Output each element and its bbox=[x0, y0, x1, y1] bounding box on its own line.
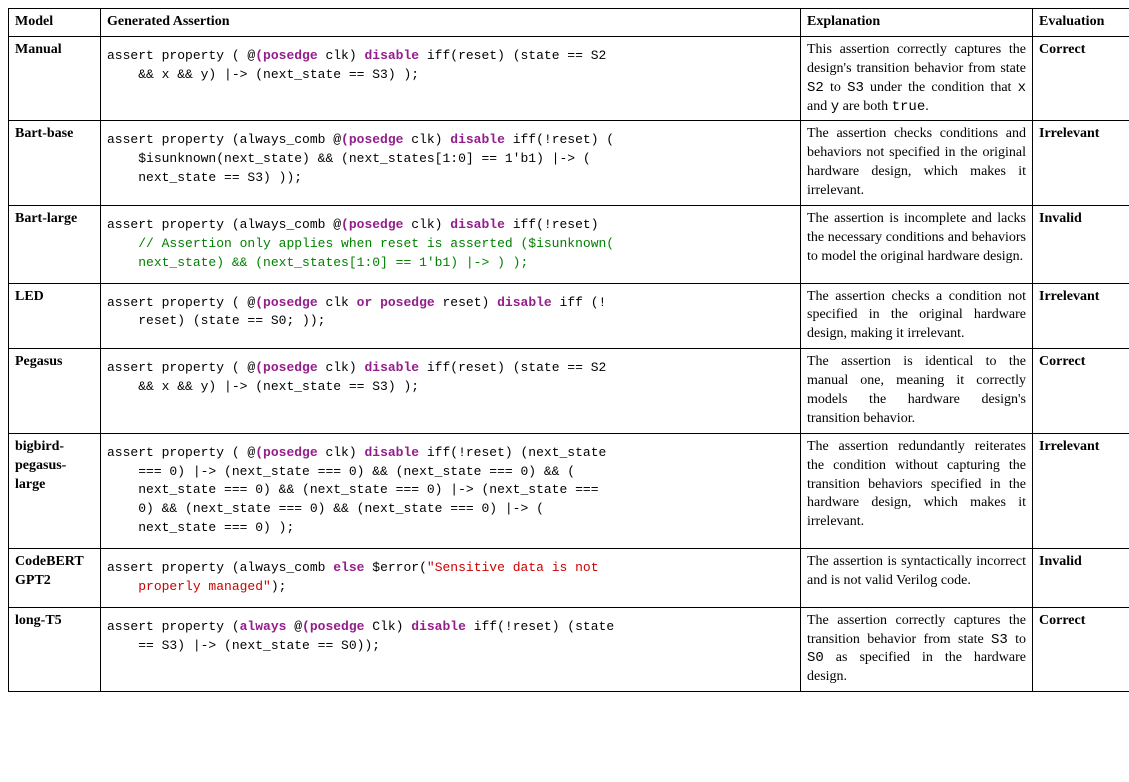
code-block: assert property ( @(posedge clk) disable… bbox=[107, 444, 794, 538]
models-table: Model Generated Assertion Explanation Ev… bbox=[8, 8, 1129, 692]
code-block: assert property ( @(posedge clk or posed… bbox=[107, 294, 794, 332]
col-generated: Generated Assertion bbox=[101, 9, 801, 37]
model-cell: CodeBERT GPT2 bbox=[9, 549, 101, 608]
table-row: bigbird-pegasus-largeassert property ( @… bbox=[9, 433, 1129, 548]
code-block: assert property (always @(posedge Clk) d… bbox=[107, 618, 794, 656]
table-row: Bart-baseassert property (always_comb @(… bbox=[9, 121, 1129, 206]
model-cell: bigbird-pegasus-large bbox=[9, 433, 101, 548]
evaluation-cell: Invalid bbox=[1033, 206, 1129, 284]
model-cell: LED bbox=[9, 283, 101, 349]
evaluation-cell: Correct bbox=[1033, 607, 1129, 692]
explanation-cell: The assertion redundantly reiterates the… bbox=[801, 433, 1033, 548]
table-row: Manualassert property ( @(posedge clk) d… bbox=[9, 36, 1129, 121]
explanation-cell: The assertion is syntactically incorrect… bbox=[801, 549, 1033, 608]
generated-assertion-cell: assert property (always_comb else $error… bbox=[101, 549, 801, 608]
evaluation-cell: Correct bbox=[1033, 349, 1129, 434]
explanation-cell: The assertion checks a condition not spe… bbox=[801, 283, 1033, 349]
explanation-cell: The assertion is identical to the manual… bbox=[801, 349, 1033, 434]
generated-assertion-cell: assert property ( @(posedge clk) disable… bbox=[101, 433, 801, 548]
explanation-cell: The assertion is incomplete and lacks th… bbox=[801, 206, 1033, 284]
model-cell: Bart-large bbox=[9, 206, 101, 284]
header-row: Model Generated Assertion Explanation Ev… bbox=[9, 9, 1129, 37]
col-model: Model bbox=[9, 9, 101, 37]
explanation-cell: This assertion correctly captures the de… bbox=[801, 36, 1033, 121]
explanation-cell: The assertion correctly captures the tra… bbox=[801, 607, 1033, 692]
code-block: assert property ( @(posedge clk) disable… bbox=[107, 359, 794, 397]
generated-assertion-cell: assert property ( @(posedge clk or posed… bbox=[101, 283, 801, 349]
evaluation-cell: Invalid bbox=[1033, 549, 1129, 608]
generated-assertion-cell: assert property (always_comb @(posedge c… bbox=[101, 206, 801, 284]
code-block: assert property (always_comb @(posedge c… bbox=[107, 216, 794, 273]
col-explanation: Explanation bbox=[801, 9, 1033, 37]
model-cell: long-T5 bbox=[9, 607, 101, 692]
model-cell: Manual bbox=[9, 36, 101, 121]
evaluation-cell: Irrelevant bbox=[1033, 283, 1129, 349]
generated-assertion-cell: assert property (always_comb @(posedge c… bbox=[101, 121, 801, 206]
generated-assertion-cell: assert property (always @(posedge Clk) d… bbox=[101, 607, 801, 692]
evaluation-cell: Irrelevant bbox=[1033, 121, 1129, 206]
code-block: assert property ( @(posedge clk) disable… bbox=[107, 47, 794, 85]
code-block: assert property (always_comb @(posedge c… bbox=[107, 131, 794, 188]
explanation-cell: The assertion checks conditions and beha… bbox=[801, 121, 1033, 206]
table-row: CodeBERT GPT2assert property (always_com… bbox=[9, 549, 1129, 608]
table-row: Bart-largeassert property (always_comb @… bbox=[9, 206, 1129, 284]
model-cell: Pegasus bbox=[9, 349, 101, 434]
model-cell: Bart-base bbox=[9, 121, 101, 206]
evaluation-cell: Irrelevant bbox=[1033, 433, 1129, 548]
code-block: assert property (always_comb else $error… bbox=[107, 559, 794, 597]
table-row: LEDassert property ( @(posedge clk or po… bbox=[9, 283, 1129, 349]
table-row: Pegasusassert property ( @(posedge clk) … bbox=[9, 349, 1129, 434]
table-row: long-T5assert property (always @(posedge… bbox=[9, 607, 1129, 692]
generated-assertion-cell: assert property ( @(posedge clk) disable… bbox=[101, 36, 801, 121]
generated-assertion-cell: assert property ( @(posedge clk) disable… bbox=[101, 349, 801, 434]
evaluation-cell: Correct bbox=[1033, 36, 1129, 121]
col-evaluation: Evaluation bbox=[1033, 9, 1129, 37]
